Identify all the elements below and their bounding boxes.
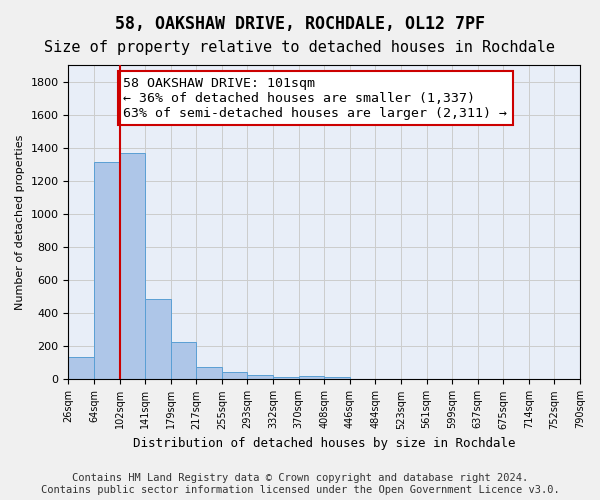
- Y-axis label: Number of detached properties: Number of detached properties: [15, 134, 25, 310]
- Bar: [171, 342, 196, 380]
- Bar: [68, 357, 94, 380]
- Bar: [324, 377, 350, 380]
- X-axis label: Distribution of detached houses by size in Rochdale: Distribution of detached houses by size …: [133, 437, 515, 450]
- Bar: [94, 162, 119, 380]
- Bar: [299, 376, 324, 380]
- Bar: [222, 372, 247, 380]
- Bar: [119, 153, 145, 380]
- Bar: [196, 367, 222, 380]
- Text: Contains HM Land Registry data © Crown copyright and database right 2024.
Contai: Contains HM Land Registry data © Crown c…: [41, 474, 559, 495]
- Bar: [145, 299, 171, 380]
- Bar: [273, 377, 299, 380]
- Bar: [247, 375, 273, 380]
- Text: 58 OAKSHAW DRIVE: 101sqm
← 36% of detached houses are smaller (1,337)
63% of sem: 58 OAKSHAW DRIVE: 101sqm ← 36% of detach…: [124, 76, 508, 120]
- Text: Size of property relative to detached houses in Rochdale: Size of property relative to detached ho…: [44, 40, 556, 55]
- Text: 58, OAKSHAW DRIVE, ROCHDALE, OL12 7PF: 58, OAKSHAW DRIVE, ROCHDALE, OL12 7PF: [115, 15, 485, 33]
